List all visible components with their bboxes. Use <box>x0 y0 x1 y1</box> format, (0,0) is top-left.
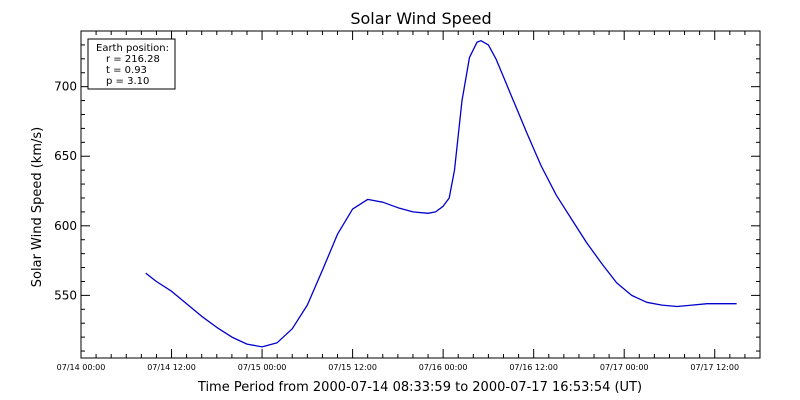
data-series <box>145 40 737 348</box>
x-tick-label: 07/14 12:00 <box>147 363 196 372</box>
y-tick-label: 700 <box>54 80 77 94</box>
x-tick-label: 07/15 12:00 <box>328 363 377 372</box>
chart-title: Solar Wind Speed <box>350 9 491 28</box>
axis-ticks: 550 600 650 700 07/14 00:00 07/14 12:00 07/15 … <box>54 30 761 372</box>
x-tick-label: 07/16 12:00 <box>509 363 558 372</box>
annotation-p: p = 3.10 <box>106 76 149 87</box>
y-tick-label: 600 <box>54 219 77 233</box>
annotation-r: r = 216.28 <box>106 54 160 65</box>
y-axis-label: Solar Wind Speed (km/s) <box>30 127 45 287</box>
series-line-0 <box>145 40 737 348</box>
annotation-t: t = 0.93 <box>106 65 147 76</box>
x-tick-label: 07/17 00:00 <box>600 363 649 372</box>
annotation-heading: Earth position: <box>96 43 169 54</box>
x-axis-label: Time Period from 2000-07-14 08:33:59 to … <box>197 380 642 395</box>
x-tick-label: 07/14 00:00 <box>57 363 106 372</box>
x-tick-label: 07/15 00:00 <box>238 363 287 372</box>
y-tick-label: 650 <box>54 149 77 163</box>
plot-frame <box>80 30 761 359</box>
annotation-frame <box>87 38 176 90</box>
x-tick-label: 07/17 12:00 <box>690 363 739 372</box>
earth-position-box: Earth position: r = 216.28 t = 0.93 p = … <box>87 38 176 90</box>
x-tick-label: 07/16 00:00 <box>419 363 468 372</box>
y-tick-label: 550 <box>54 288 77 302</box>
